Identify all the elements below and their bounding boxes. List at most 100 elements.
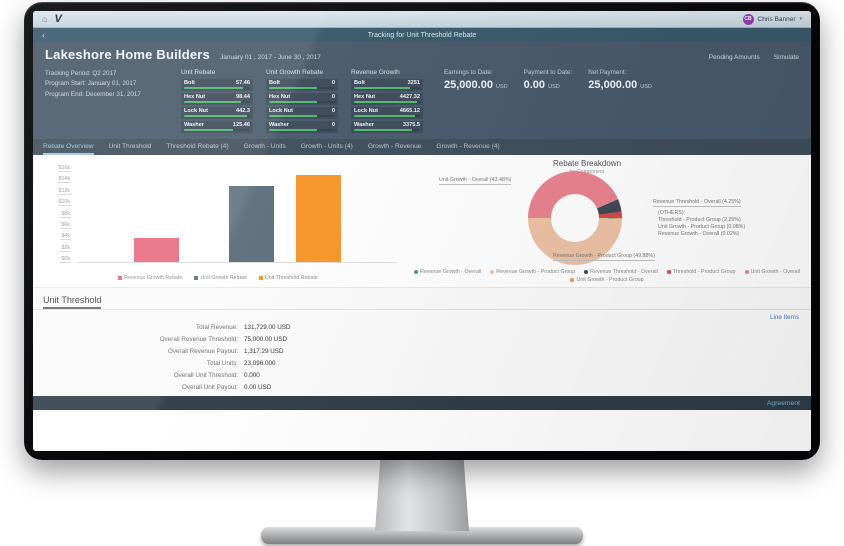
legend-item[interactable]: Unit Threshold Rebate xyxy=(258,275,318,281)
charts-area: $16k $14k $12k $10k $8k $6k $4k $2k $0k Revenue … xyxy=(33,155,811,287)
legend-item[interactable]: Threshold - Product Group xyxy=(666,269,736,275)
legend-item[interactable]: Unit Growth Rebate xyxy=(194,275,247,281)
donut-legend-row1: Revenue Growth - Overall Revenue Growth … xyxy=(403,269,811,275)
y-tick-label: $4k xyxy=(60,233,71,241)
payment-to-date: Payment to Date: 0.00 USD xyxy=(523,69,573,91)
page-title: Tracking for Unit Threshold Rebate xyxy=(367,31,477,39)
simulate-link[interactable]: Simulate xyxy=(773,54,799,61)
progress-bar xyxy=(184,129,233,131)
panel-row: Bolt 57.46 xyxy=(181,79,253,91)
user-menu[interactable]: CB Chris Banner ▾ xyxy=(742,13,802,25)
bar-unit-growth-rebate[interactable] xyxy=(228,186,274,262)
back-button[interactable]: ‹ xyxy=(42,30,45,40)
legend-item[interactable]: Unit Growth - Overall xyxy=(744,269,800,275)
panel-unit-rebate: Unit Rebate Bolt 57.46 Hex Nut 98.44 Lock … xyxy=(181,69,253,135)
summary-row: Total Revenue: 131,729.00 USD xyxy=(195,324,291,331)
user-name: Chris Banner xyxy=(757,15,796,23)
tab-bar: Rebate Overview Unit Threshold Threshold… xyxy=(33,139,811,155)
panel-row: Bolt 0 xyxy=(266,79,338,91)
pending-amounts-link[interactable]: Pending Amounts xyxy=(708,54,760,61)
tab-rebate-overview[interactable]: Rebate Overview xyxy=(43,139,94,155)
section-title: Unit Threshold xyxy=(43,295,102,309)
monitor-stand-base xyxy=(261,527,583,544)
y-tick-label: $14k xyxy=(57,176,71,184)
panel-row: Hex Nut 4427.32 xyxy=(351,93,423,105)
bar-unit-threshold-rebate[interactable] xyxy=(295,175,341,262)
tab-growth-revenue-4[interactable]: Growth - Revenue (4) xyxy=(436,142,500,150)
panel-revenue-growth: Revenue Growth Bolt 3251 Hex Nut 4427.32 L… xyxy=(351,69,423,135)
panel-row: Washer 0 xyxy=(266,121,338,133)
callout-others: (OTHERS): Threshold - Product Group (2.2… xyxy=(658,210,746,238)
account-name: Lakeshore Home Builders xyxy=(45,47,210,62)
tab-threshold-rebate[interactable]: Threshold Rebate (4) xyxy=(166,142,229,150)
tab-growth-units[interactable]: Growth - Units xyxy=(243,142,286,150)
date-range: January 01 , 2017 - June 30 , 2017 xyxy=(220,54,321,61)
chevron-down-icon: ▾ xyxy=(799,16,802,22)
summary-row: Overall Revenue Threshold: 75,000.00 USD xyxy=(159,336,288,343)
y-tick-label: $12k xyxy=(57,187,71,195)
progress-bar xyxy=(184,101,241,103)
tab-growth-revenue[interactable]: Growth - Revenue xyxy=(367,142,422,150)
avatar: CB xyxy=(742,13,754,25)
legend-item[interactable]: Revenue Threshold - Overall xyxy=(584,269,658,275)
y-tick-label: $2k xyxy=(60,244,71,252)
progress-bar xyxy=(269,87,317,89)
donut-title: Rebate Breakdown xyxy=(552,159,622,168)
progress-bar xyxy=(269,115,317,117)
donut-legend-row2: Unit Growth - Product Group xyxy=(403,277,811,283)
home-icon[interactable]: ⌂ xyxy=(42,13,48,24)
legend-dot xyxy=(490,270,495,274)
progress-bar xyxy=(269,129,317,131)
panel-row: Bolt 3251 xyxy=(351,79,423,91)
rebate-breakdown-chart: Rebate Breakdown by Component Unit Growt… xyxy=(403,155,811,287)
screen: ⌂ V CB Chris Banner ▾ ‹ Tracking for Uni… xyxy=(33,11,811,451)
legend-item[interactable]: Revenue Growth - Overall xyxy=(414,269,481,275)
progress-bar xyxy=(354,129,413,131)
panel-row: Washer 3375.5 xyxy=(351,121,423,133)
progress-bar xyxy=(269,101,317,103)
legend-swatch xyxy=(194,276,199,280)
tab-growth-units-4[interactable]: Growth - Units (4) xyxy=(300,142,353,150)
earnings-to-date: Earnings to Date: 25,000.00 USD xyxy=(444,69,508,91)
divider xyxy=(33,309,811,310)
donut-ring[interactable] xyxy=(528,171,622,265)
monitor-bezel: ⌂ V CB Chris Banner ▾ ‹ Tracking for Uni… xyxy=(24,2,820,460)
summary-row: Overall Revenue Payout: 1,317.29 USD xyxy=(167,348,284,355)
legend-dot xyxy=(666,270,671,274)
vendavo-logo: V xyxy=(54,13,61,25)
progress-bar xyxy=(354,101,417,103)
tab-unit-threshold[interactable]: Unit Threshold xyxy=(108,142,152,150)
legend-item[interactable]: Revenue Growth Rebate xyxy=(118,275,182,281)
legend-dot xyxy=(414,270,419,274)
title-bar: ‹ Tracking for Unit Threshold Rebate xyxy=(33,28,811,42)
y-tick-label: $10k xyxy=(57,199,71,207)
app-top-bar: ⌂ V CB Chris Banner ▾ xyxy=(33,11,811,28)
agreement-link[interactable]: Agreement xyxy=(766,399,800,407)
footer-bar: Agreement xyxy=(33,396,811,410)
bar-y-axis: $16k $14k $12k $10k $8k $6k $4k $2k $0k xyxy=(49,165,71,263)
bar-revenue-growth-rebate[interactable] xyxy=(133,238,179,262)
net-payment: Net Payment: 25,000.00 USD xyxy=(588,69,652,91)
screen-blank-area xyxy=(33,410,811,451)
callout-revenue-growth-product-group: Revenue Growth - Product Group (49.88%) xyxy=(553,253,655,261)
legend-swatch xyxy=(118,276,123,280)
progress-bar xyxy=(354,87,411,89)
panel-row: Lock Nut 0 xyxy=(266,107,338,119)
legend-swatch xyxy=(258,276,263,280)
rebate-bar-chart: $16k $14k $12k $10k $8k $6k $4k $2k $0k Revenue … xyxy=(33,155,403,287)
y-tick-label: $8k xyxy=(60,210,71,218)
callout-unit-growth-overall: Unit Growth - Overall (43.48%) xyxy=(439,177,512,185)
line-items-link[interactable]: Line Items xyxy=(769,314,799,321)
panel-unit-growth-rebate: Unit Growth Rebate Bolt 0 Hex Nut 0 Lock N… xyxy=(266,69,338,135)
panel-row: Hex Nut 0 xyxy=(266,93,338,105)
callout-revenue-threshold-overall: Revenue Threshold - Overall (4.25%) xyxy=(653,199,741,207)
legend-item[interactable]: Revenue Growth - Product Group xyxy=(490,269,575,275)
legend-item[interactable]: Unit Growth - Product Group xyxy=(570,277,644,283)
progress-bar xyxy=(184,115,247,117)
progress-bar xyxy=(354,115,416,117)
y-tick-label: $16k xyxy=(57,165,71,172)
bar-legend: Revenue Growth Rebate Unit Growth Rebate… xyxy=(33,275,403,281)
summary-row: Total Units: 23,096.000 xyxy=(206,360,276,367)
summary-row: Overall Unit Payout: 0.00 USD xyxy=(182,384,272,391)
legend-dot xyxy=(570,278,575,282)
